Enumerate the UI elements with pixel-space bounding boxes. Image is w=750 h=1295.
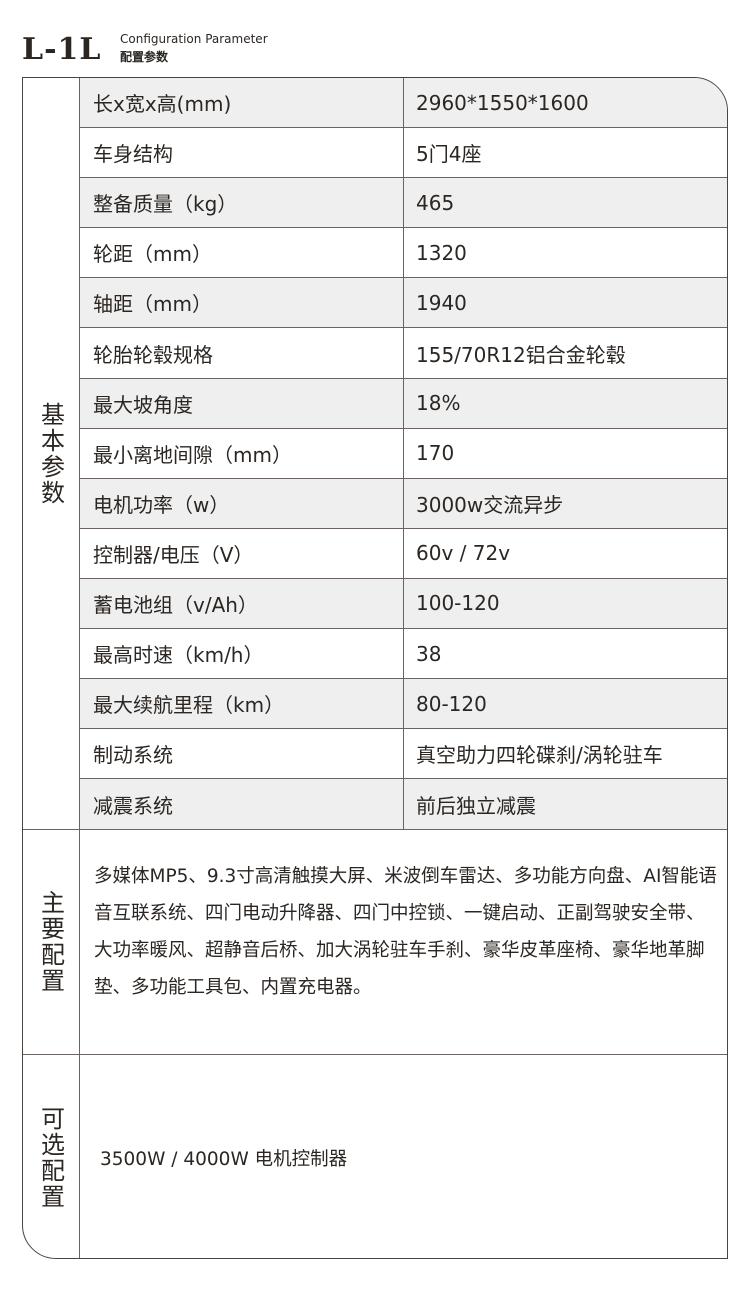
subtitle-en: Configuration Parameter — [120, 32, 268, 46]
config-table: 基本参数 长x宽x高(mm) 2960*1550*1600 车身结构 5门4座 整备质量… — [22, 77, 728, 1259]
param-name: 轮胎轮毂规格 — [80, 328, 404, 378]
table-row: 整备质量（kg） 465 — [80, 178, 727, 229]
basic-rows: 长x宽x高(mm) 2960*1550*1600 车身结构 5门4座 整备质量（kg） 4… — [80, 78, 727, 830]
subtitle-cn: 配置参数 — [120, 50, 169, 64]
table-row: 轮胎轮毂规格 155/70R12铝合金轮毂 — [80, 328, 727, 379]
param-value: 38 — [416, 641, 442, 666]
param-value: 60v / 72v — [416, 541, 511, 566]
param-name: 电机功率（w） — [80, 478, 404, 528]
table-row: 最大续航里程（km） 80-120 — [80, 679, 727, 730]
main-config-text: 多媒体MP5、9.3寸高清触摸大屏、米波倒车雷达、多功能方向盘、AI智能语音互联… — [94, 866, 717, 998]
table-row: 轴距（mm） 1940 — [80, 278, 727, 329]
table-row: 控制器/电压（V） 60v / 72v — [80, 528, 727, 579]
param-value: 1320 — [416, 240, 467, 265]
param-value: 80-120 — [416, 691, 487, 716]
param-name: 车身结构 — [80, 128, 404, 178]
optional-text: 3500W / 4000W 电机控制器 — [100, 1148, 348, 1170]
param-value: 18% — [416, 391, 461, 416]
table-row: 长x宽x高(mm) 2960*1550*1600 — [80, 78, 727, 129]
main-config-section: 主要配置 多媒体MP5、9.3寸高清触摸大屏、米波倒车雷达、多功能方向盘、AI智… — [23, 830, 727, 1055]
param-name: 长x宽x高(mm) — [80, 78, 404, 128]
param-value: 5门4座 — [416, 142, 482, 167]
param-value: 2960*1550*1600 — [416, 90, 589, 115]
param-value: 1940 — [416, 290, 467, 315]
param-name: 最小离地间隙（mm） — [80, 428, 404, 478]
table-row: 轮距（mm） 1320 — [80, 228, 727, 279]
table-row: 电机功率（w） 3000w交流异步 — [80, 478, 727, 529]
table-row: 蓄电池组（v/Ah） 100-120 — [80, 578, 727, 630]
section-label: 可选配置 — [23, 1055, 80, 1258]
table-row: 车身结构 5门4座 — [80, 128, 727, 179]
param-value: 前后独立减震 — [416, 793, 536, 818]
param-name: 最高时速（km/h） — [80, 629, 404, 679]
basic-section: 基本参数 长x宽x高(mm) 2960*1550*1600 车身结构 5门4座 整备质量… — [23, 78, 727, 830]
table-row: 最高时速（km/h） 38 — [80, 629, 727, 680]
optional-section: 可选配置 3500W / 4000W 电机控制器 — [23, 1055, 727, 1258]
param-name: 最大续航里程（km） — [80, 679, 404, 729]
param-name: 整备质量（kg） — [80, 178, 404, 228]
param-name: 制动系统 — [80, 729, 404, 779]
table-row: 减震系统 前后独立减震 — [80, 779, 727, 830]
param-name: 控制器/电压（V） — [80, 528, 404, 578]
param-name: 轴距（mm） — [80, 278, 404, 328]
table-row: 最大坡角度 18% — [80, 378, 727, 429]
param-name: 蓄电池组（v/Ah） — [80, 578, 404, 629]
param-value: 真空助力四轮碟刹/涡轮驻车 — [416, 743, 663, 768]
table-row: 制动系统 真空助力四轮碟刹/涡轮驻车 — [80, 729, 727, 780]
model-name: L-1L — [22, 32, 102, 67]
table-row: 最小离地间隙（mm） 170 — [80, 428, 727, 479]
section-label: 基本参数 — [23, 78, 80, 829]
section-label: 主要配置 — [23, 830, 80, 1054]
param-value: 3000w交流异步 — [416, 492, 564, 517]
param-name: 轮距（mm） — [80, 228, 404, 278]
param-value: 100-120 — [416, 591, 500, 616]
param-value: 465 — [416, 190, 455, 215]
param-name: 最大坡角度 — [80, 378, 404, 428]
param-name: 减震系统 — [80, 779, 404, 830]
param-value: 170 — [416, 441, 455, 466]
param-value: 155/70R12铝合金轮毂 — [416, 342, 626, 367]
